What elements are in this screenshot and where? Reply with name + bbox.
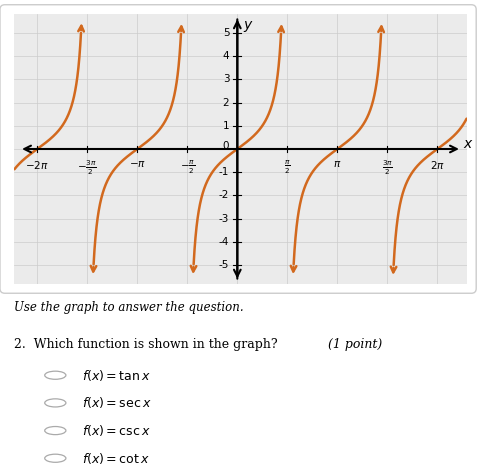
Text: $f(x) = \cot x$: $f(x) = \cot x$ (82, 451, 149, 466)
Text: 0: 0 (221, 141, 228, 151)
Text: -1: -1 (218, 167, 229, 177)
Text: $f(x) = \tan x$: $f(x) = \tan x$ (82, 368, 150, 383)
Text: 5: 5 (222, 28, 229, 38)
Text: -5: -5 (218, 260, 229, 270)
Text: $f(x) = \csc x$: $f(x) = \csc x$ (82, 423, 150, 438)
Text: Use the graph to answer the question.: Use the graph to answer the question. (14, 301, 243, 315)
Text: 1: 1 (222, 121, 229, 131)
Text: (1 point): (1 point) (319, 338, 381, 351)
Text: $-\frac{\pi}{2}$: $-\frac{\pi}{2}$ (179, 159, 194, 176)
Text: $\frac{\pi}{2}$: $\frac{\pi}{2}$ (283, 159, 290, 176)
Text: 2.  Which function is shown in the graph?: 2. Which function is shown in the graph? (14, 338, 277, 351)
Text: 4: 4 (222, 51, 229, 61)
Text: $2\pi$: $2\pi$ (429, 159, 444, 171)
Text: -2: -2 (218, 191, 229, 201)
Text: -3: -3 (218, 214, 229, 224)
Text: x: x (462, 137, 471, 151)
Text: y: y (242, 18, 251, 32)
Text: 2: 2 (222, 97, 229, 107)
Text: -4: -4 (218, 237, 229, 247)
Text: 3: 3 (222, 74, 229, 84)
Text: $-2\pi$: $-2\pi$ (25, 159, 49, 171)
Text: $\frac{3\pi}{2}$: $\frac{3\pi}{2}$ (381, 159, 392, 177)
Text: $-\pi$: $-\pi$ (129, 159, 145, 169)
Text: $f(x) = \sec x$: $f(x) = \sec x$ (82, 395, 151, 411)
Text: $\pi$: $\pi$ (333, 159, 341, 169)
Text: $-\frac{3\pi}{2}$: $-\frac{3\pi}{2}$ (77, 159, 97, 177)
